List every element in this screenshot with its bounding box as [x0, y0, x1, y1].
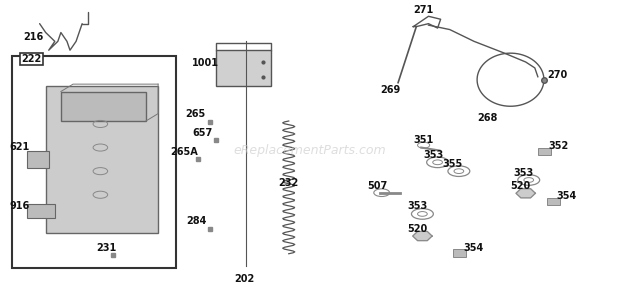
Text: 265A: 265A — [170, 147, 198, 157]
Text: 231: 231 — [96, 243, 117, 253]
Polygon shape — [413, 231, 432, 240]
Text: 657: 657 — [192, 128, 213, 138]
Text: 216: 216 — [23, 32, 43, 42]
Text: 916: 916 — [9, 201, 30, 212]
Text: 355: 355 — [443, 159, 463, 169]
Bar — [453, 249, 466, 257]
Bar — [27, 203, 55, 218]
Bar — [538, 147, 551, 155]
Bar — [46, 85, 158, 233]
Text: 202: 202 — [234, 274, 254, 284]
Text: 354: 354 — [557, 191, 577, 201]
Text: 270: 270 — [547, 70, 567, 80]
Text: 353: 353 — [407, 201, 427, 212]
Text: 352: 352 — [548, 141, 569, 151]
Text: 222: 222 — [21, 54, 42, 64]
Text: 354: 354 — [463, 243, 484, 253]
Text: 232: 232 — [278, 178, 299, 188]
Bar — [27, 150, 49, 168]
Polygon shape — [516, 189, 536, 198]
Text: 1001: 1001 — [192, 58, 218, 68]
Text: eReplacementParts.com: eReplacementParts.com — [234, 144, 386, 157]
Text: 621: 621 — [9, 142, 30, 153]
Bar — [216, 50, 270, 85]
Text: 507: 507 — [368, 181, 388, 191]
Text: 520: 520 — [510, 181, 531, 191]
Text: 265: 265 — [185, 109, 206, 119]
Text: 268: 268 — [477, 113, 497, 123]
Bar — [61, 92, 146, 121]
Text: 520: 520 — [407, 224, 427, 234]
Text: 271: 271 — [414, 5, 433, 15]
Text: 284: 284 — [186, 216, 206, 226]
Text: 269: 269 — [380, 85, 400, 95]
Text: 353: 353 — [513, 168, 534, 178]
Text: 353: 353 — [423, 150, 444, 160]
Text: 351: 351 — [414, 135, 433, 145]
Bar — [12, 56, 176, 268]
Bar — [547, 198, 560, 205]
